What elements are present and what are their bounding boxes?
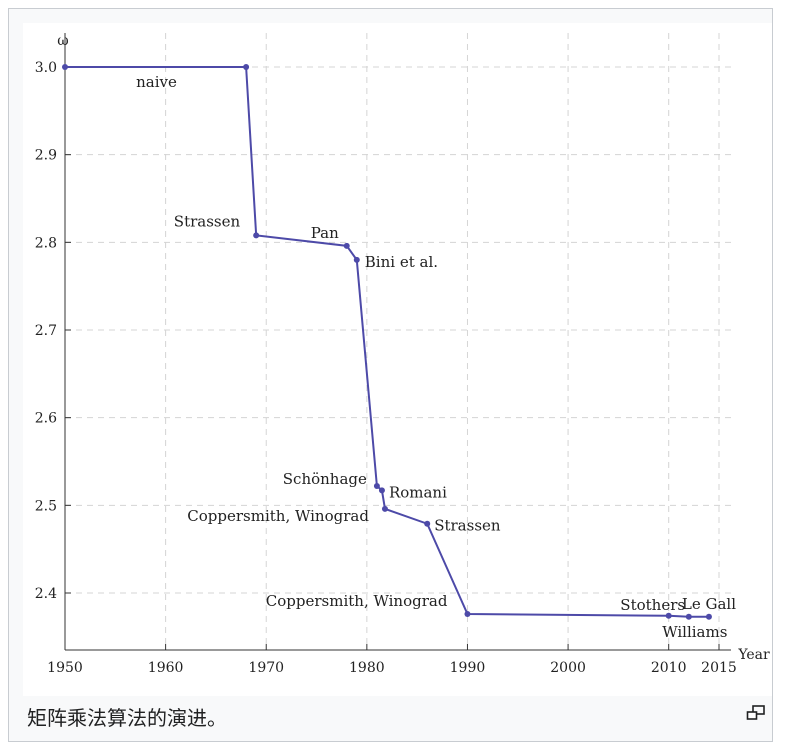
x-tick-label: 2015 (701, 660, 737, 676)
point-label: Romani (389, 483, 447, 501)
point-label: Strassen (434, 517, 501, 535)
data-point (685, 613, 692, 620)
x-tick-label: 1980 (349, 660, 385, 676)
magnify-clip-icon[interactable] (746, 705, 766, 721)
data-point (424, 520, 431, 527)
data-point (378, 487, 385, 494)
data-point (353, 256, 360, 263)
point-label: Coppersmith, Winograd (266, 592, 448, 610)
data-point (343, 242, 350, 249)
x-tick-label: 1970 (248, 660, 284, 676)
x-tick-label: 1960 (148, 660, 184, 676)
chart-area: 1950 1960 1970 1980 1990 2000 2010 2015 2.4 2.5 2.… (23, 23, 772, 696)
y-tick-label: 2.5 (35, 498, 57, 514)
data-point (381, 505, 388, 512)
y-axis-title: ω (57, 33, 68, 49)
y-tick-label: 2.7 (35, 323, 57, 339)
point-label: Pan (311, 224, 339, 242)
data-point (705, 613, 712, 620)
y-tick-label: 2.9 (35, 148, 57, 164)
y-tick-label: 2.6 (35, 411, 57, 427)
y-tick-label: 3.0 (35, 60, 57, 76)
point-label: Williams (662, 623, 727, 641)
x-tick-label: 1990 (450, 660, 486, 676)
data-point (373, 483, 380, 490)
data-point (665, 612, 672, 619)
x-axis-title: Year (737, 647, 770, 663)
figure-caption: 矩阵乘法算法的演进。 (27, 706, 227, 730)
x-tick-label: 2010 (651, 660, 687, 676)
figure-frame: 1950 1960 1970 1980 1990 2000 2010 2015 2.4 2.5 2.… (8, 8, 773, 742)
point-label: Strassen (174, 212, 241, 230)
data-point (62, 64, 68, 70)
point-label: Le Gall (682, 595, 736, 613)
data-point (464, 611, 471, 618)
point-label: Schönhage (283, 470, 367, 488)
point-label: Coppersmith, Winograd (187, 507, 369, 525)
data-point (243, 64, 250, 70)
x-tick-label: 1950 (47, 660, 83, 676)
series-line (65, 66, 709, 618)
y-tick-label: 2.8 (35, 235, 57, 251)
point-label: Stothers (620, 596, 685, 614)
point-label: Bini et al. (365, 253, 438, 271)
chart-svg: 1950 1960 1970 1980 1990 2000 2010 2015 2.4 2.5 2.… (35, 33, 770, 676)
x-tick-label: 2000 (550, 660, 586, 676)
point-label: naive (136, 73, 177, 91)
data-point (253, 232, 260, 239)
y-tick-label: 2.4 (35, 586, 57, 602)
